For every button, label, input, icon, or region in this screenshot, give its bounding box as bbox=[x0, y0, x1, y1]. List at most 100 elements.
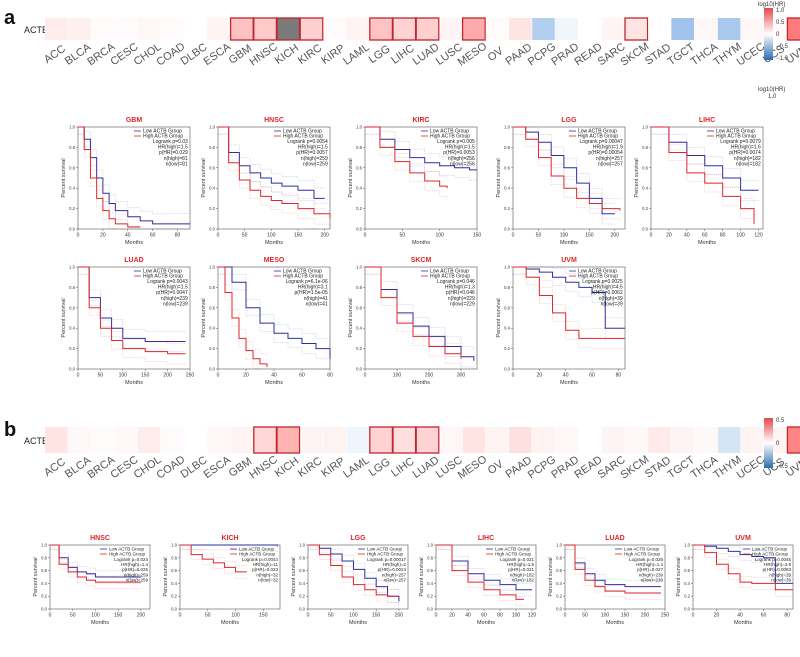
y-tick-label: 0.2 bbox=[69, 206, 75, 211]
heat-cell-hnsc bbox=[253, 17, 278, 41]
y-tick-label: 0.4 bbox=[642, 186, 648, 191]
legend-high-label: High ACTB Group bbox=[752, 552, 789, 557]
km-stat: Logrank p=0.03 bbox=[153, 139, 188, 145]
km-curve-high bbox=[218, 266, 268, 367]
y-tick-label: 0.6 bbox=[684, 568, 690, 573]
x-tick-label: 100 bbox=[435, 233, 444, 239]
legend-tick: 0 bbox=[776, 441, 780, 447]
km-title: LGG bbox=[350, 535, 366, 542]
heat-cell-esca bbox=[207, 18, 230, 40]
y-axis-label: Percent survival bbox=[61, 298, 67, 337]
km-title: MESO bbox=[264, 257, 285, 264]
cancer-label: LGG bbox=[367, 456, 393, 479]
km-curve-high bbox=[436, 544, 524, 600]
km-title: HNSC bbox=[264, 117, 284, 124]
x-tick-label: 50 bbox=[536, 233, 542, 239]
km-stat: p(HR)=0.0053 bbox=[443, 150, 475, 156]
km-title: SKCM bbox=[411, 257, 432, 264]
ci-upper-low bbox=[50, 544, 142, 572]
x-axis-label: Months bbox=[412, 240, 430, 246]
x-tick-label: 200 bbox=[320, 233, 329, 239]
y-tick-label: 1.0 bbox=[504, 125, 510, 130]
legend-low-label: Low ACTB Group bbox=[430, 269, 469, 275]
panel-letter: a bbox=[4, 7, 16, 29]
x-tick-label: 150 bbox=[114, 613, 123, 619]
y-tick-label: 0.8 bbox=[299, 555, 305, 560]
x-tick-label: 60 bbox=[702, 233, 708, 239]
km-stat: n(low)=239 bbox=[641, 577, 664, 582]
x-tick-label: 80 bbox=[616, 373, 622, 379]
heat-cell-dlbc bbox=[184, 427, 207, 453]
km-stat: p(HR)=0.021 bbox=[508, 567, 534, 572]
y-tick-label: 0.8 bbox=[356, 145, 362, 150]
heat-cell-ov bbox=[485, 18, 509, 40]
x-tick-label: 100 bbox=[601, 613, 610, 619]
ci-lower-high bbox=[78, 273, 186, 365]
km-stat: n(high)=259 bbox=[301, 156, 328, 162]
km-stat: n(high)=41 bbox=[304, 296, 328, 302]
y-tick-label: 1.0 bbox=[69, 265, 75, 270]
y-tick-label: 1.0 bbox=[356, 265, 362, 270]
km-stat: n(low)=32 bbox=[258, 577, 278, 582]
x-tick-label: 60 bbox=[150, 233, 156, 239]
legend-high-label: High ACTB Group bbox=[367, 552, 404, 557]
y-tick-label: 0.8 bbox=[209, 285, 215, 290]
y-axis-label: Percent survival bbox=[548, 557, 554, 596]
heat-cell-lgg bbox=[369, 17, 394, 41]
km-plot-a-skcm: SKCM 0.0 0.2 0.4 0.6 0.8 1.0 0 100 200 300 Months Pe… bbox=[348, 257, 478, 386]
y-axis-label: Percent survival bbox=[291, 557, 297, 596]
x-tick-label: 0 bbox=[650, 233, 653, 239]
legend-low-label: Low ACTB Group bbox=[495, 547, 531, 552]
heat-cell-tgct bbox=[671, 18, 694, 40]
x-tick-label: 50 bbox=[98, 373, 104, 379]
ci-upper-low bbox=[308, 544, 400, 595]
ci-lower-high bbox=[365, 133, 448, 199]
y-axis-label: Percent survival bbox=[61, 158, 67, 197]
km-plot-frame bbox=[217, 126, 331, 230]
x-tick-label: 20 bbox=[537, 373, 543, 379]
heat-cell-uvm bbox=[786, 17, 800, 41]
ci-upper-low bbox=[218, 126, 325, 189]
cancer-label: KICH bbox=[273, 42, 301, 67]
km-stat: n(low)=229 bbox=[450, 301, 475, 307]
km-stat: HR(high)=1.4 bbox=[636, 562, 663, 567]
ci-upper-low bbox=[365, 266, 474, 351]
y-tick-label: 0.6 bbox=[356, 305, 362, 310]
x-tick-label: 0 bbox=[512, 373, 515, 379]
km-stat: p(HR)=0.0074 bbox=[729, 150, 761, 156]
km-stat: n(low)=239 bbox=[163, 301, 188, 307]
km-plot-a-kirc: KIRC 0.0 0.2 0.4 0.6 0.8 1.0 0 50 100 150 Months Per… bbox=[348, 117, 481, 246]
y-tick-label: 0.6 bbox=[556, 568, 562, 573]
y-tick-label: 0.4 bbox=[356, 186, 362, 191]
y-tick-label: 0.0 bbox=[642, 227, 648, 232]
heat-cell-lgg bbox=[369, 426, 394, 454]
y-tick-label: 0.0 bbox=[356, 367, 362, 372]
y-tick-label: 0.8 bbox=[69, 285, 75, 290]
y-tick-label: 0.0 bbox=[504, 367, 510, 372]
cancer-label: OV bbox=[486, 45, 506, 64]
cancer-label: LIHC bbox=[389, 42, 416, 66]
km-stat: Logrank p=0.0045 bbox=[755, 557, 792, 562]
heat-cell-kirp bbox=[323, 18, 346, 40]
km-stat: Logrank p=0.0054 bbox=[287, 139, 328, 145]
y-tick-label: 0.0 bbox=[684, 607, 690, 612]
x-tick-label: 200 bbox=[163, 373, 172, 379]
km-stat: Logrank p=0.0025 bbox=[582, 279, 623, 285]
km-title: HNSC bbox=[90, 535, 110, 542]
km-plot-a-hnsc: HNSC 0.0 0.2 0.4 0.6 0.8 1.0 0 50 100 150 200 Months… bbox=[201, 117, 331, 246]
legend-tick: −1.0 bbox=[776, 56, 789, 62]
x-tick-label: 200 bbox=[611, 233, 620, 239]
ci-lower-low bbox=[365, 133, 478, 181]
heat-cell-paad bbox=[509, 427, 532, 453]
heat-cell-cesc bbox=[114, 427, 138, 453]
heat-cell-acc bbox=[45, 427, 68, 453]
km-title: LUAD bbox=[605, 535, 624, 542]
km-stat: n(low)=256 bbox=[450, 161, 475, 167]
km-stat: Logrank p=0.021 bbox=[500, 557, 534, 562]
km-curve-high bbox=[513, 266, 625, 339]
legend-low-label: Low ACTB Group bbox=[716, 129, 755, 135]
km-plot-frame bbox=[435, 544, 537, 610]
x-tick-label: 150 bbox=[585, 233, 594, 239]
ci-upper-high bbox=[513, 266, 626, 330]
legend-high-label: High ACTB Group bbox=[578, 274, 618, 280]
